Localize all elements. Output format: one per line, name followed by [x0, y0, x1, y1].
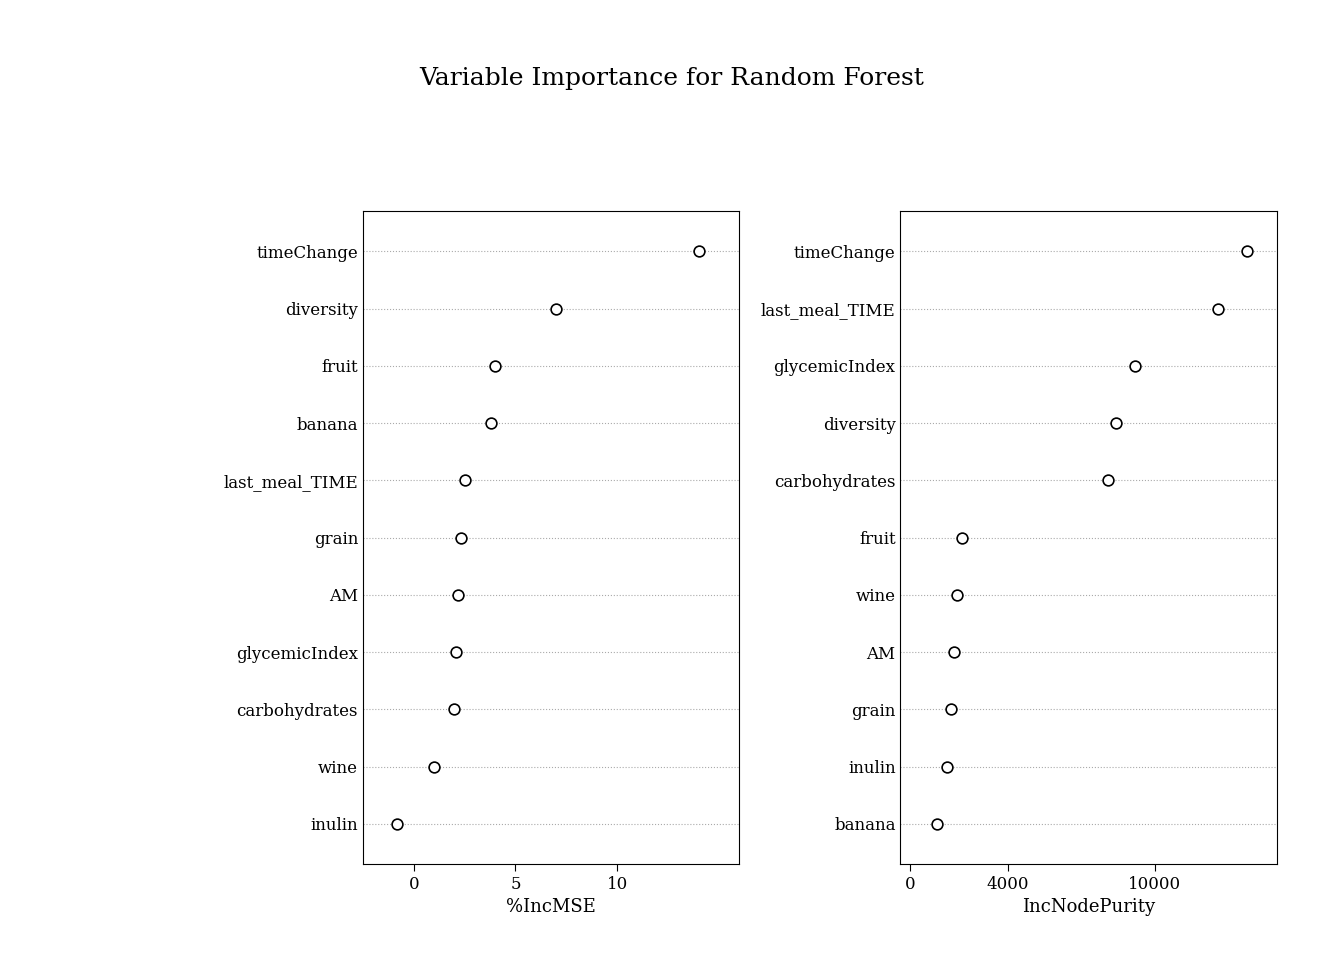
Point — [1207, 300, 1228, 316]
Point — [387, 816, 409, 831]
Point — [446, 644, 468, 660]
Point — [943, 644, 965, 660]
Point — [946, 588, 968, 603]
Point — [444, 702, 465, 717]
Point — [448, 588, 469, 603]
Point — [1098, 472, 1120, 488]
X-axis label: %IncMSE: %IncMSE — [507, 899, 595, 917]
Point — [450, 530, 472, 545]
Point — [423, 759, 445, 775]
Point — [939, 702, 961, 717]
Point — [484, 358, 505, 373]
X-axis label: IncNodePurity: IncNodePurity — [1021, 899, 1156, 917]
Point — [926, 816, 948, 831]
Point — [546, 300, 567, 316]
Point — [1105, 416, 1126, 431]
Text: Variable Importance for Random Forest: Variable Importance for Random Forest — [419, 67, 925, 90]
Point — [950, 530, 972, 545]
Point — [937, 759, 958, 775]
Point — [1236, 244, 1258, 259]
Point — [1125, 358, 1146, 373]
Point — [688, 244, 710, 259]
Point — [454, 472, 476, 488]
Point — [480, 416, 501, 431]
